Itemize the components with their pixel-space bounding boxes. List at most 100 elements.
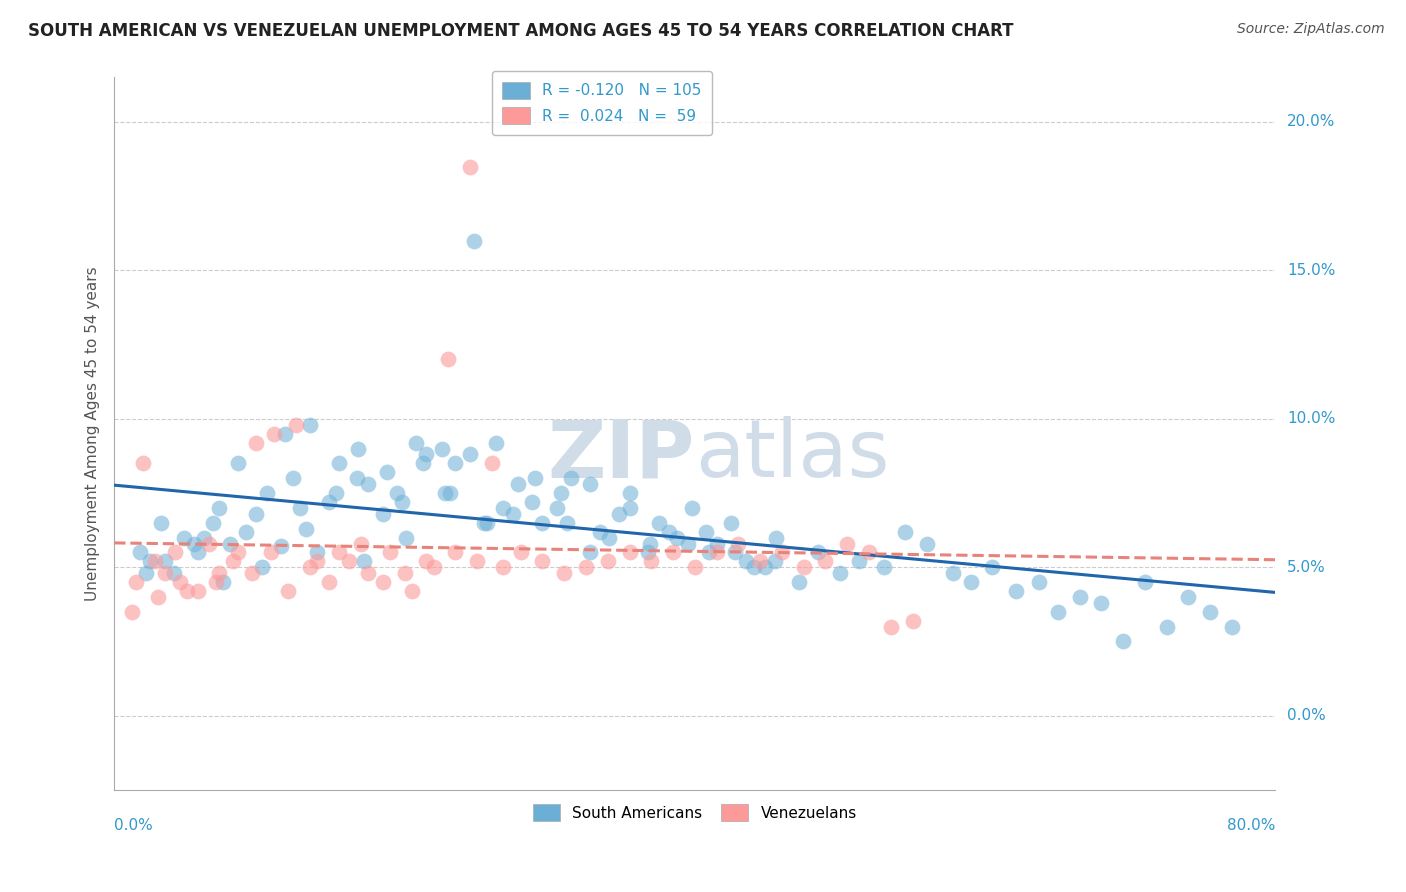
Point (405, 435, 427, 450)
Point (463, 234, 485, 248)
Point (299, 560, 322, 574)
Text: 5.0%: 5.0% (1286, 560, 1326, 574)
Point (444, 545, 467, 559)
Point (219, 536, 242, 550)
Point (294, 522, 316, 536)
Point (415, 554, 437, 568)
Point (789, 575, 811, 590)
Point (872, 560, 894, 574)
Point (699, 545, 721, 559)
Point (598, 531, 620, 545)
Point (793, 560, 815, 574)
Point (153, 554, 176, 568)
Point (481, 456, 503, 470)
Point (1028, 575, 1050, 590)
Point (274, 426, 297, 441)
Point (662, 545, 685, 559)
Point (942, 566, 965, 581)
Point (235, 524, 257, 539)
Point (325, 486, 347, 500)
Point (187, 545, 209, 559)
Point (560, 471, 582, 485)
Point (347, 442, 370, 456)
Point (553, 566, 575, 581)
Point (201, 516, 224, 530)
Point (848, 554, 870, 568)
Point (226, 456, 249, 470)
Point (328, 545, 350, 559)
Point (146, 590, 169, 604)
Point (589, 524, 612, 539)
Point (814, 554, 837, 568)
Point (197, 536, 219, 550)
Y-axis label: Unemployment Among Ages 45 to 54 years: Unemployment Among Ages 45 to 54 years (86, 267, 100, 601)
Point (318, 575, 340, 590)
Point (183, 536, 205, 550)
Point (1177, 590, 1199, 604)
Point (724, 545, 747, 559)
Text: 15.0%: 15.0% (1286, 263, 1336, 278)
Point (522, 495, 544, 509)
Point (458, 447, 481, 461)
Point (204, 575, 226, 590)
Point (658, 524, 681, 539)
Point (277, 584, 299, 599)
Point (387, 486, 409, 500)
Point (619, 500, 641, 515)
Point (465, 554, 488, 568)
Point (770, 545, 793, 559)
Point (754, 560, 776, 574)
Text: ZIP: ZIP (547, 416, 695, 494)
Point (422, 560, 444, 574)
Point (125, 575, 148, 590)
Point (506, 477, 529, 491)
Point (1112, 634, 1135, 648)
Point (284, 417, 307, 432)
Point (1133, 575, 1156, 590)
Point (727, 536, 749, 550)
Point (173, 531, 195, 545)
Point (1220, 620, 1243, 634)
Point (550, 486, 572, 500)
Legend: South Americans, Venezuelans: South Americans, Venezuelans (522, 793, 868, 832)
Point (477, 516, 499, 530)
Point (981, 560, 1004, 574)
Point (706, 536, 728, 550)
Point (596, 554, 619, 568)
Point (472, 516, 495, 530)
Point (638, 536, 661, 550)
Point (828, 566, 851, 581)
Text: 0.0%: 0.0% (1286, 708, 1326, 723)
Point (492, 500, 515, 515)
Point (880, 620, 903, 634)
Point (307, 545, 329, 559)
Point (270, 540, 292, 554)
Point (263, 426, 285, 441)
Point (299, 417, 322, 432)
Point (121, 605, 143, 619)
Point (439, 486, 461, 500)
Point (458, 160, 481, 174)
Point (647, 516, 669, 530)
Point (260, 545, 283, 559)
Point (666, 531, 689, 545)
Point (187, 584, 209, 599)
Point (432, 442, 454, 456)
Point (734, 554, 756, 568)
Point (1046, 605, 1069, 619)
Point (1199, 605, 1222, 619)
Point (720, 516, 742, 530)
Text: 10.0%: 10.0% (1286, 411, 1336, 426)
Point (281, 471, 304, 485)
Point (579, 477, 602, 491)
Point (153, 566, 176, 581)
Point (240, 566, 263, 581)
Point (371, 507, 394, 521)
Point (346, 471, 368, 485)
Point (1090, 596, 1112, 610)
Point (637, 545, 659, 559)
Point (415, 447, 437, 461)
Point (132, 456, 155, 470)
Point (485, 435, 508, 450)
Point (437, 352, 460, 367)
